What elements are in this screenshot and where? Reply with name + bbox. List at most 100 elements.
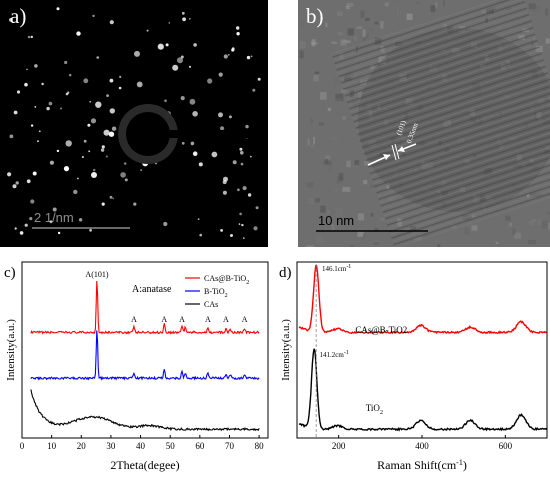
x-axis-label: 2Theta(degee) xyxy=(110,458,179,472)
noise-grain xyxy=(354,36,357,40)
diffraction-spot xyxy=(181,96,185,100)
noise-grain xyxy=(320,206,326,213)
diffraction-spot xyxy=(89,101,91,103)
noise-grain xyxy=(333,188,337,194)
diffraction-spot xyxy=(190,99,196,105)
noise-grain xyxy=(331,137,338,141)
diffraction-spot xyxy=(258,78,261,81)
diffraction-spot xyxy=(34,64,38,68)
diffraction-spot xyxy=(10,135,14,139)
hrtem-image: (101)0.35nm xyxy=(298,0,550,247)
noise-grain xyxy=(301,21,305,28)
noise-grain xyxy=(306,245,314,247)
diffraction-spot xyxy=(207,78,212,83)
diffraction-spot xyxy=(193,151,198,156)
legend-label: CAs@B-TiO2 xyxy=(204,274,249,286)
diffraction-spot xyxy=(92,15,94,17)
noise-grain xyxy=(496,242,499,244)
diffraction-spot xyxy=(163,222,167,226)
noise-grain xyxy=(541,221,548,229)
diffraction-spot xyxy=(31,36,33,38)
diffraction-spot xyxy=(243,186,247,190)
x-tick-label: 200 xyxy=(332,441,346,451)
diffraction-spot xyxy=(83,78,88,83)
diffraction-spot xyxy=(199,162,203,166)
noise-grain xyxy=(361,11,365,18)
noise-grain xyxy=(308,138,310,145)
diffraction-spot xyxy=(228,54,230,56)
diffraction-spot xyxy=(119,76,121,78)
noise-grain xyxy=(371,213,374,217)
series-label: TiO2 xyxy=(366,403,383,416)
noise-grain xyxy=(546,38,550,43)
diffraction-spot xyxy=(182,142,185,145)
panel-label: c) xyxy=(4,265,16,281)
diffraction-spot xyxy=(243,237,245,239)
noise-grain xyxy=(346,6,350,9)
noise-grain xyxy=(346,161,350,168)
diffraction-spot xyxy=(87,124,90,127)
xrd-line-2 xyxy=(31,390,259,431)
diffraction-spot xyxy=(247,56,250,59)
noise-grain xyxy=(393,6,398,8)
diffraction-spot xyxy=(189,66,191,68)
diffraction-spot xyxy=(16,181,19,184)
diffraction-spot xyxy=(229,115,232,118)
diffraction-spot xyxy=(224,54,228,58)
x-tick-label: 10 xyxy=(47,441,57,451)
diffraction-spot xyxy=(73,190,77,194)
noise-grain xyxy=(311,118,313,124)
diffraction-spot xyxy=(240,151,244,155)
diffraction-spot xyxy=(64,166,69,171)
noise-grain xyxy=(509,223,512,227)
noise-grain xyxy=(299,41,306,48)
noise-grain xyxy=(363,180,367,184)
noise-grain xyxy=(325,159,328,164)
noise-grain xyxy=(319,122,324,125)
noise-grain xyxy=(363,38,366,41)
diffraction-spot xyxy=(241,163,244,166)
diffraction-spot xyxy=(239,223,241,225)
noise-grain xyxy=(308,197,314,204)
noise-grain xyxy=(307,182,313,187)
y-axis-label: Intensity(a.u.) xyxy=(5,319,17,381)
diffraction-spot xyxy=(29,217,32,220)
noise-grain xyxy=(363,233,365,237)
diffraction-spot xyxy=(233,160,237,164)
diffraction-spot xyxy=(125,178,128,181)
peak-marker-label: A xyxy=(242,315,248,324)
diffraction-spot xyxy=(248,193,251,196)
x-tick-label: 400 xyxy=(415,441,429,451)
diffraction-spot xyxy=(253,226,257,230)
diffraction-spot xyxy=(95,102,101,108)
noise-grain xyxy=(355,160,360,165)
peak-marker-label: A xyxy=(131,315,137,324)
noise-grain xyxy=(335,94,343,101)
diffraction-spot xyxy=(158,44,164,50)
diffraction-spot xyxy=(7,172,11,176)
noise-grain xyxy=(356,26,362,29)
noise-grain xyxy=(320,92,327,100)
diffraction-spot xyxy=(31,124,33,126)
diffraction-spot xyxy=(182,12,185,15)
diffraction-spot xyxy=(28,36,30,38)
diffraction-spot xyxy=(231,48,234,51)
noise-grain xyxy=(545,9,548,16)
noise-grain xyxy=(358,213,364,220)
noise-grain xyxy=(464,227,468,234)
noise-grain xyxy=(528,240,536,244)
diffraction-spot xyxy=(147,30,149,32)
diffraction-spot xyxy=(34,106,36,108)
y-axis-label: Intensity(a.u.) xyxy=(280,319,292,381)
diffraction-spot xyxy=(96,56,99,59)
panel-a-label: a) xyxy=(10,4,26,29)
diffraction-spot xyxy=(250,156,252,158)
diffraction-spot xyxy=(39,130,41,132)
noise-grain xyxy=(328,165,331,172)
diffraction-spot xyxy=(102,145,105,148)
diffraction-spot xyxy=(64,61,67,64)
beam-stopper xyxy=(126,112,170,156)
diffraction-spot xyxy=(239,148,242,151)
diffraction-spot xyxy=(241,224,243,226)
diffraction-spot xyxy=(223,180,227,184)
